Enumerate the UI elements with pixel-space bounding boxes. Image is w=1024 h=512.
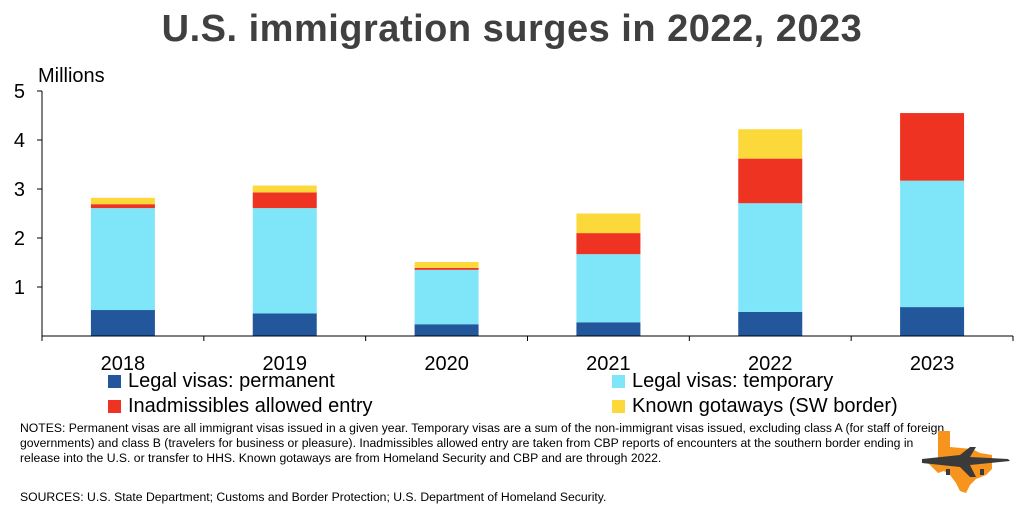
bar-segment-2022-s1 bbox=[738, 203, 803, 312]
x-tick-label: 2021 bbox=[586, 353, 631, 375]
bar-segment-2018-s2 bbox=[90, 204, 155, 209]
x-tick-label: 2018 bbox=[101, 353, 146, 375]
legend-label-permanent: Legal visas: permanent bbox=[128, 370, 335, 392]
bar-segment-2020-s1 bbox=[414, 269, 479, 325]
bar-segment-2020-s3 bbox=[414, 262, 479, 268]
bar-segment-2022-s0 bbox=[738, 311, 803, 336]
bar-segment-2023-s2 bbox=[900, 113, 965, 181]
chart-plot: Millions 1 2 3 4 5 2018 2019 2020 2021 2022 2023 bbox=[14, 65, 1014, 375]
y-tick-label: 4 bbox=[14, 130, 25, 152]
legend-label-inadmissibles: Inadmissibles allowed entry bbox=[128, 395, 373, 417]
y-tick-label: 2 bbox=[14, 228, 25, 250]
x-tick-label: 2022 bbox=[748, 353, 793, 375]
chart-sources: SOURCES: U.S. State Department; Customs … bbox=[20, 490, 607, 504]
x-tick-label: 2020 bbox=[424, 353, 469, 375]
bar-segment-2022-s3 bbox=[738, 129, 803, 159]
legend-label-temporary: Legal visas: temporary bbox=[632, 370, 834, 392]
bar-segment-2023-s0 bbox=[900, 307, 965, 336]
y-tick-label: 1 bbox=[14, 277, 25, 299]
legend-item-temporary: Legal visas: temporary bbox=[612, 370, 833, 392]
bar-segment-2019-s2 bbox=[252, 192, 317, 209]
y-axis-label: Millions bbox=[38, 65, 105, 87]
legend-item-permanent: Legal visas: permanent bbox=[108, 370, 335, 392]
x-tick-label: 2019 bbox=[263, 353, 308, 375]
legend-swatch-inadmissibles bbox=[108, 399, 121, 413]
bar-segment-2018-s1 bbox=[90, 208, 155, 311]
x-tick-label: 2023 bbox=[910, 353, 955, 375]
bar-segment-2019-s1 bbox=[252, 208, 317, 314]
legend-label-gotaways: Known gotaways (SW border) bbox=[632, 395, 898, 417]
legend-swatch-temporary bbox=[612, 374, 625, 388]
y-tick-label: 3 bbox=[14, 179, 25, 201]
bar-segment-2021-s3 bbox=[576, 213, 641, 234]
chart-notes: NOTES: Permanent visas are all immigrant… bbox=[20, 421, 945, 466]
legend-swatch-gotaways bbox=[612, 399, 625, 413]
y-tick-label: 5 bbox=[14, 81, 25, 103]
chart-title: U.S. immigration surges in 2022, 2023 bbox=[161, 8, 863, 50]
bar-segment-2022-s2 bbox=[738, 158, 803, 204]
bar-segment-2020-s2 bbox=[414, 267, 479, 270]
bar-segment-2018-s0 bbox=[90, 310, 155, 336]
bar-segment-2023-s1 bbox=[900, 180, 965, 308]
bar-segment-2019-s0 bbox=[252, 313, 317, 336]
bar-segment-2020-s0 bbox=[414, 324, 479, 336]
bar-segment-2019-s3 bbox=[252, 185, 317, 193]
legend-item-gotaways: Known gotaways (SW border) bbox=[612, 395, 898, 417]
legend-item-inadmissibles: Inadmissibles allowed entry bbox=[108, 395, 373, 417]
bar-segment-2021-s2 bbox=[576, 233, 641, 255]
bar-segment-2021-s1 bbox=[576, 254, 641, 323]
bar-segment-2021-s0 bbox=[576, 322, 641, 336]
legend-swatch-permanent bbox=[108, 374, 121, 388]
texas-map-airplane-icon bbox=[922, 431, 1010, 493]
bar-segment-2018-s3 bbox=[90, 197, 155, 205]
